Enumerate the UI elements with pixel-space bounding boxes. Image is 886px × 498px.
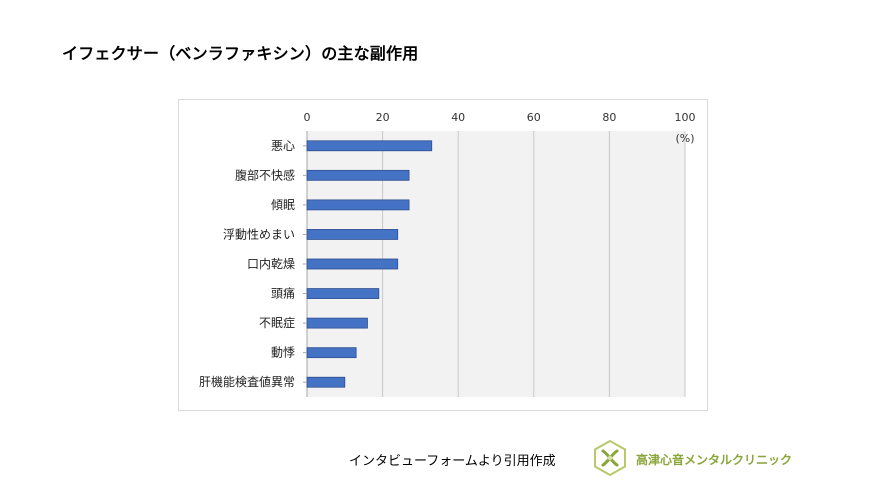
bar xyxy=(306,169,410,181)
x-tick-label: 80 xyxy=(602,111,616,124)
clinic-name: 高津心音メンタルクリニック xyxy=(636,453,793,467)
chart-frame: 0 20 40 60 80 100 (%) 悪心腹部不快感傾眠浮動性めまい口内乾燥頭痛不眠症動… xyxy=(178,99,708,411)
category-label: 肝機能検査値異常 xyxy=(199,374,295,389)
category-label: 傾眠 xyxy=(271,198,295,212)
bar xyxy=(306,288,380,299)
x-tick-label: 60 xyxy=(527,111,541,124)
bar xyxy=(306,347,357,359)
category-label: 腹部不快感 xyxy=(235,167,295,182)
category-label: 浮動性めまい xyxy=(223,227,295,241)
bar-chart: 0 20 40 60 80 100 (%) 悪心腹部不快感傾眠浮動性めまい口内乾燥頭痛不眠症動… xyxy=(199,111,696,397)
category-label: 動悸 xyxy=(271,346,295,360)
category-label: 頭痛 xyxy=(271,286,295,301)
category-label: 悪心 xyxy=(271,139,295,153)
x-tick-label: 100 xyxy=(675,111,696,124)
category-label: 口内乾燥 xyxy=(247,257,295,271)
bar xyxy=(306,376,346,388)
x-tick-label: 0 xyxy=(304,111,311,124)
unit-label: (%) xyxy=(675,132,694,145)
bar xyxy=(306,258,399,270)
bar xyxy=(306,317,368,329)
page-title: イフェクサー（ベンラファキシン）の主な副作用 xyxy=(62,44,419,63)
bar xyxy=(306,140,433,152)
bar xyxy=(306,199,410,211)
bar xyxy=(306,229,399,240)
x-tick-label: 20 xyxy=(376,111,390,124)
clinic-logo-icon xyxy=(594,440,626,476)
category-label: 不眠症 xyxy=(259,315,295,330)
x-tick-label: 40 xyxy=(451,111,465,124)
source-note: インタビューフォームより引用作成 xyxy=(349,454,556,469)
